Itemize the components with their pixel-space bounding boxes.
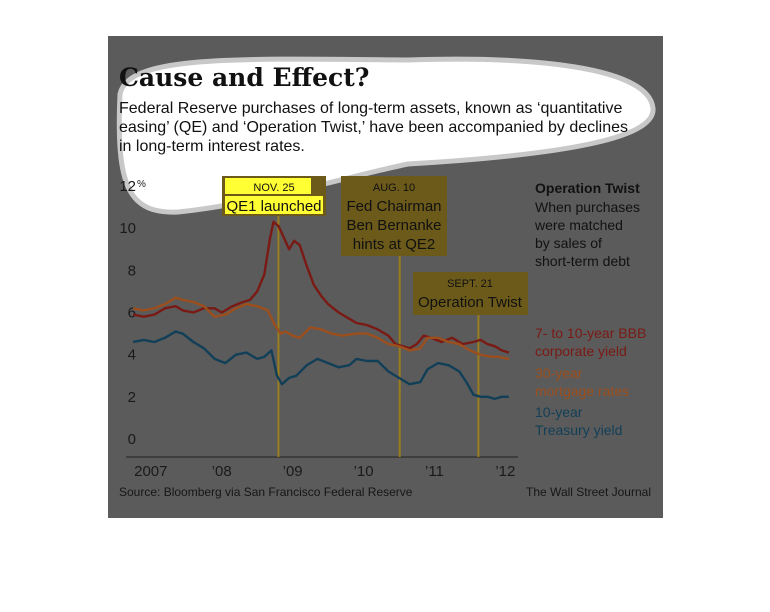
x-axis: 2007 ’08 ’09 ’10 ’11 ’12 [134,463,515,480]
event-lines [277,216,480,457]
note-line: short-term debt [535,253,630,269]
chart-svg: Cause and Effect? Federal Reserve purcha… [116,56,656,499]
legend-mortgage-line-1: 30-year [535,365,583,381]
legend-treasury-line-1: 10-year [535,404,583,420]
subtitle-line-2: easing’ (QE) and ‘Operation Twist,’ have… [119,119,628,136]
annotation-highlight [225,196,323,214]
chart-panel: Cause and Effect? Federal Reserve purcha… [108,36,663,518]
x-tick-label: 2007 [134,463,167,480]
annotation-text: hints at QE2 [353,236,436,253]
subtitle-line-3: in long-term interest rates. [119,138,305,155]
note-title: Operation Twist [535,180,640,196]
operation-twist-note: Operation Twist When purchases were matc… [534,180,640,269]
y-tick-label: 8 [128,262,136,279]
y-tick-label: 4 [128,347,136,364]
y-tick-label: 0 [128,431,136,448]
x-tick-label: ’11 [425,463,444,480]
annotation-box [413,272,528,315]
series-line-treasury [132,330,509,401]
legend-corporate-line-1: 7- to 10-year BBB [535,325,646,341]
legend: 7- to 10-year BBB corporate yield 30-yea… [535,325,646,438]
series-line-mortgage [132,296,510,361]
subtitle-line-1: Federal Reserve purchases of long-term a… [119,100,622,117]
legend-treasury-line-2: Treasury yield [535,422,622,438]
note-line: were matched [534,217,623,233]
x-tick-label: ’10 [354,463,374,480]
legend-corporate-line-2: corporate yield [535,343,627,359]
annotation-date: NOV. 25 [253,182,294,194]
x-tick-label: ’09 [283,463,303,480]
y-unit-label: % [137,179,146,190]
note-line: When purchases [535,199,640,215]
y-axis: 12 10 8 6 4 2 0 % [119,178,146,448]
chart-title: Cause and Effect? [119,63,369,92]
annotation-date: AUG. 10 [373,182,415,194]
annotation-text: QE1 launched [226,198,321,215]
series-lines [132,220,510,401]
annotation-qe2: AUG. 10 Fed Chairman Ben Bernanke hints … [341,176,447,256]
y-tick-label: 12 [119,178,136,195]
title-highlight-scribble [116,56,656,215]
annotation-twist: SEPT. 21 Operation Twist [413,272,528,315]
annotation-text: Operation Twist [418,294,523,311]
annotation-qe1: NOV. 25 QE1 launched [222,176,326,216]
y-tick-label: 2 [128,389,136,406]
annotation-text: Ben Bernanke [346,217,441,234]
note-line: by sales of [535,235,602,251]
y-tick-label: 10 [119,220,136,237]
legend-mortgage-line-2: mortgage rates [535,383,629,399]
credit-line: The Wall Street Journal [526,485,651,499]
x-tick-label: ’12 [495,463,515,480]
y-tick-label: 6 [128,305,136,322]
annotation-text: Fed Chairman [346,198,441,215]
annotation-box [341,176,447,256]
annotation-date: SEPT. 21 [447,278,493,290]
x-tick-label: ’08 [212,463,232,480]
annotation-highlight [225,178,311,194]
source-note: Source: Bloomberg via San Francisco Fede… [119,485,413,499]
